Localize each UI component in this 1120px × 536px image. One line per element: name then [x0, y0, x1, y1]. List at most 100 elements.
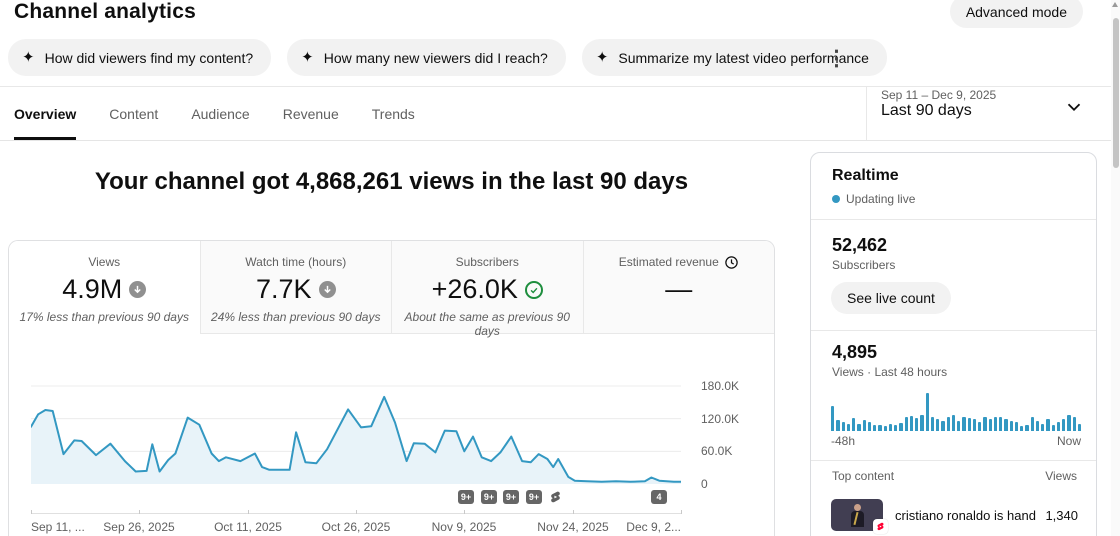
axis-right-label: Now: [1056, 434, 1081, 448]
realtime-status-text: Updating live: [846, 192, 916, 206]
realtime-title: Realtime: [832, 167, 899, 184]
realtime-bar: [873, 424, 877, 431]
video-title: cristiano ronaldo is hand...: [895, 507, 1038, 523]
chip-label: How did viewers find my content?: [44, 49, 254, 66]
scrollbar-thumb[interactable]: [1112, 18, 1119, 168]
more-options-icon[interactable]: ⋮: [826, 47, 847, 70]
realtime-bar: [1041, 423, 1045, 431]
realtime-bar: [930, 416, 934, 431]
video-count-badge[interactable]: 9+: [526, 490, 542, 504]
views-column-label: Views: [1045, 469, 1077, 483]
y-axis-label: 0: [701, 477, 708, 491]
realtime-bar: [862, 420, 866, 431]
realtime-bar: [972, 419, 976, 431]
realtime-bar: [836, 420, 840, 431]
realtime-bar: [831, 405, 835, 431]
x-axis-tick: [573, 510, 574, 514]
advanced-mode-button[interactable]: Advanced mode: [949, 0, 1083, 28]
chip-how-did-viewers-find[interactable]: ✦ How did viewers find my content?: [8, 39, 272, 76]
divider: [0, 140, 1120, 141]
realtime-bar: [878, 424, 882, 431]
sparkle-icon: ✦: [22, 49, 35, 66]
video-count-badge[interactable]: 9+: [503, 490, 519, 504]
sparkle-icon: ✦: [301, 49, 314, 66]
realtime-views-count: 4,895: [832, 342, 878, 362]
tab-trends[interactable]: Trends: [371, 106, 415, 122]
tab-overview[interactable]: Overview: [14, 88, 77, 140]
date-preset-text: Last 90 days: [881, 102, 972, 119]
metric-value: 7.7K: [255, 274, 312, 304]
chip-new-viewers-reach[interactable]: ✦ How many new viewers did I reach?: [287, 39, 566, 76]
views-chart-svg[interactable]: [31, 366, 681, 484]
realtime-views-label: Views · Last 48 hours: [832, 365, 948, 379]
metric-views[interactable]: Views 4.9M 17% less than previous 90 day…: [9, 241, 201, 334]
chevron-down-icon[interactable]: [1063, 96, 1085, 118]
realtime-bar: [1077, 423, 1081, 431]
realtime-bar: [957, 421, 961, 431]
divider: [866, 87, 867, 140]
metric-label: Estimated revenue: [618, 255, 719, 269]
tab-revenue[interactable]: Revenue: [282, 106, 339, 122]
video-count-badge[interactable]: 9+: [458, 490, 474, 504]
metric-label: Views: [88, 255, 121, 269]
video-count-badge[interactable]: 4: [651, 490, 667, 504]
shorts-badge-icon: [873, 519, 888, 534]
realtime-bar: [988, 419, 992, 431]
divider: [0, 86, 866, 87]
metric-value: 4.9M: [62, 274, 123, 304]
metric-label: Watch time (hours): [245, 255, 347, 269]
trend-same-icon: [524, 280, 543, 299]
shorts-marker-icon[interactable]: [547, 490, 564, 504]
chip-summarize-performance[interactable]: ✦ Summarize my latest video performance: [581, 39, 887, 76]
realtime-bar: [962, 416, 966, 431]
realtime-bar: [951, 414, 955, 431]
scroll-up-icon[interactable]: [1112, 2, 1118, 7]
realtime-bar: [983, 416, 987, 431]
x-axis-tick: [139, 510, 140, 514]
tab-content[interactable]: Content: [109, 106, 159, 122]
realtime-bar: [888, 423, 892, 431]
x-axis-label: Oct 11, 2025: [214, 520, 282, 534]
realtime-bar: [925, 393, 929, 431]
realtime-bar: [978, 421, 982, 431]
axis-left-label: -48h: [831, 434, 856, 448]
x-axis-label: Sep 26, 2025: [103, 520, 175, 534]
realtime-axis-labels: -48h Now: [831, 434, 1081, 448]
see-live-count-button[interactable]: See live count: [831, 282, 951, 314]
realtime-bar: [1020, 426, 1024, 431]
realtime-bar-chart[interactable]: [831, 391, 1081, 431]
trend-down-icon: [129, 281, 147, 298]
realtime-bar: [920, 414, 924, 431]
date-range-text: Sep 11 – Dec 9, 2025: [881, 88, 997, 102]
divider: [811, 460, 1096, 461]
metric-watch-time[interactable]: Watch time (hours) 7.7K 24% less than pr…: [200, 241, 392, 334]
realtime-bar: [857, 423, 861, 431]
y-axis-label: 180.0K: [701, 379, 740, 393]
live-dot-icon: [832, 195, 840, 203]
x-axis-label: Nov 9, 2025: [431, 520, 497, 534]
realtime-bar: [1051, 424, 1055, 431]
divider: [811, 219, 1096, 220]
realtime-bar: [1067, 414, 1071, 431]
top-content-row[interactable]: cristiano ronaldo is hand... 1,340: [831, 499, 1078, 534]
video-count-badge[interactable]: 9+: [481, 490, 497, 504]
metric-estimated-revenue[interactable]: Estimated revenue —: [583, 241, 774, 334]
tab-audience[interactable]: Audience: [191, 106, 250, 122]
realtime-status: Updating live: [832, 192, 915, 206]
metric-delta: About the same as previous 90 days: [404, 310, 570, 338]
metric-value: +26.0K: [431, 274, 518, 304]
realtime-bar: [993, 417, 997, 431]
page-title: Channel analytics: [14, 0, 196, 23]
metric-delta: 17% less than previous 90 days: [19, 310, 189, 324]
realtime-bar: [1035, 421, 1039, 431]
realtime-subscriber-count: 52,462: [832, 235, 888, 255]
metric-label: Subscribers: [455, 255, 519, 269]
realtime-bar: [1072, 416, 1076, 431]
realtime-bar: [894, 424, 898, 431]
realtime-bar: [883, 426, 887, 431]
chip-label: How many new viewers did I reach?: [323, 49, 548, 66]
suggestion-chips: ✦ How did viewers find my content? ✦ How…: [8, 39, 887, 76]
metric-subscribers[interactable]: Subscribers +26.0K About the same as pre…: [392, 241, 584, 338]
x-axis-tick: [356, 510, 357, 514]
realtime-bar: [1062, 419, 1066, 431]
